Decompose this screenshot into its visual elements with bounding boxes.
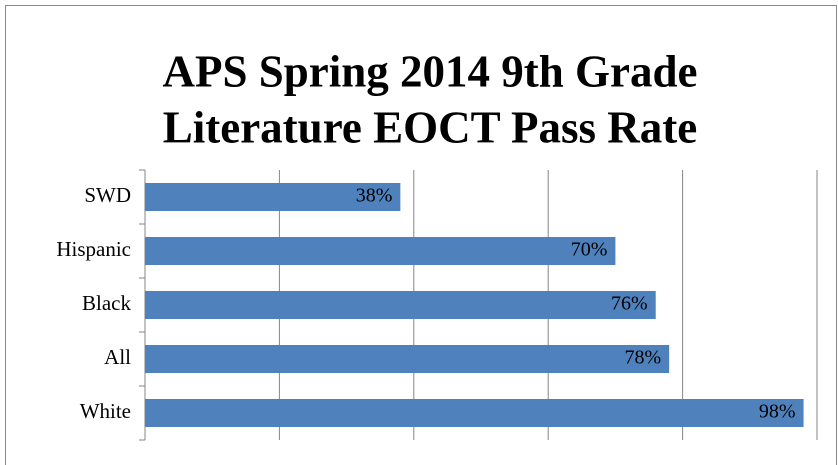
bar (145, 291, 656, 319)
y-tick-label: Hispanic (56, 237, 131, 261)
chart-title: APS Spring 2014 9th Grade (162, 46, 697, 96)
y-tick-label: White (80, 399, 131, 423)
y-tick-label: All (104, 345, 131, 369)
bar (145, 237, 616, 265)
bar (145, 345, 670, 373)
y-tick-label: SWD (84, 183, 131, 207)
value-label: 98% (759, 401, 796, 423)
chart-border (5, 5, 837, 465)
value-label: 78% (624, 347, 661, 369)
bar (145, 183, 401, 211)
chart-title: Literature EOCT Pass Rate (163, 102, 698, 152)
bar (145, 399, 804, 427)
value-label: 76% (611, 293, 648, 315)
y-tick-label: Black (82, 291, 131, 315)
value-label: 70% (571, 239, 608, 261)
value-label: 38% (356, 185, 393, 207)
